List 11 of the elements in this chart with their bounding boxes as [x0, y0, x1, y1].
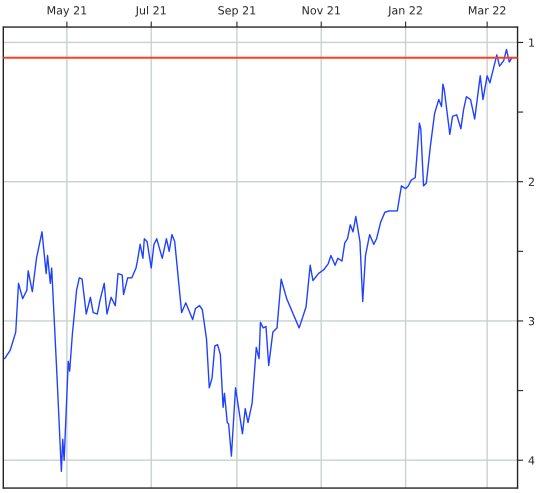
x-tick-label: Nov 21 — [302, 6, 340, 15]
y-tick-label: 1 — [529, 38, 534, 47]
x-tick-label: Mar 22 — [468, 6, 506, 15]
y-tick-label: 3 — [528, 316, 534, 326]
y-tick-label: 2 — [528, 178, 534, 186]
x-tick-label: Jul 21 — [135, 6, 166, 17]
line-series — [4, 48, 513, 472]
y-tick-label: 4 — [528, 456, 534, 464]
x-tick-label: Jan 22 — [388, 6, 422, 17]
x-tick-label: May 21 — [48, 6, 86, 17]
x-tick-label: Sep 21 — [218, 6, 256, 17]
